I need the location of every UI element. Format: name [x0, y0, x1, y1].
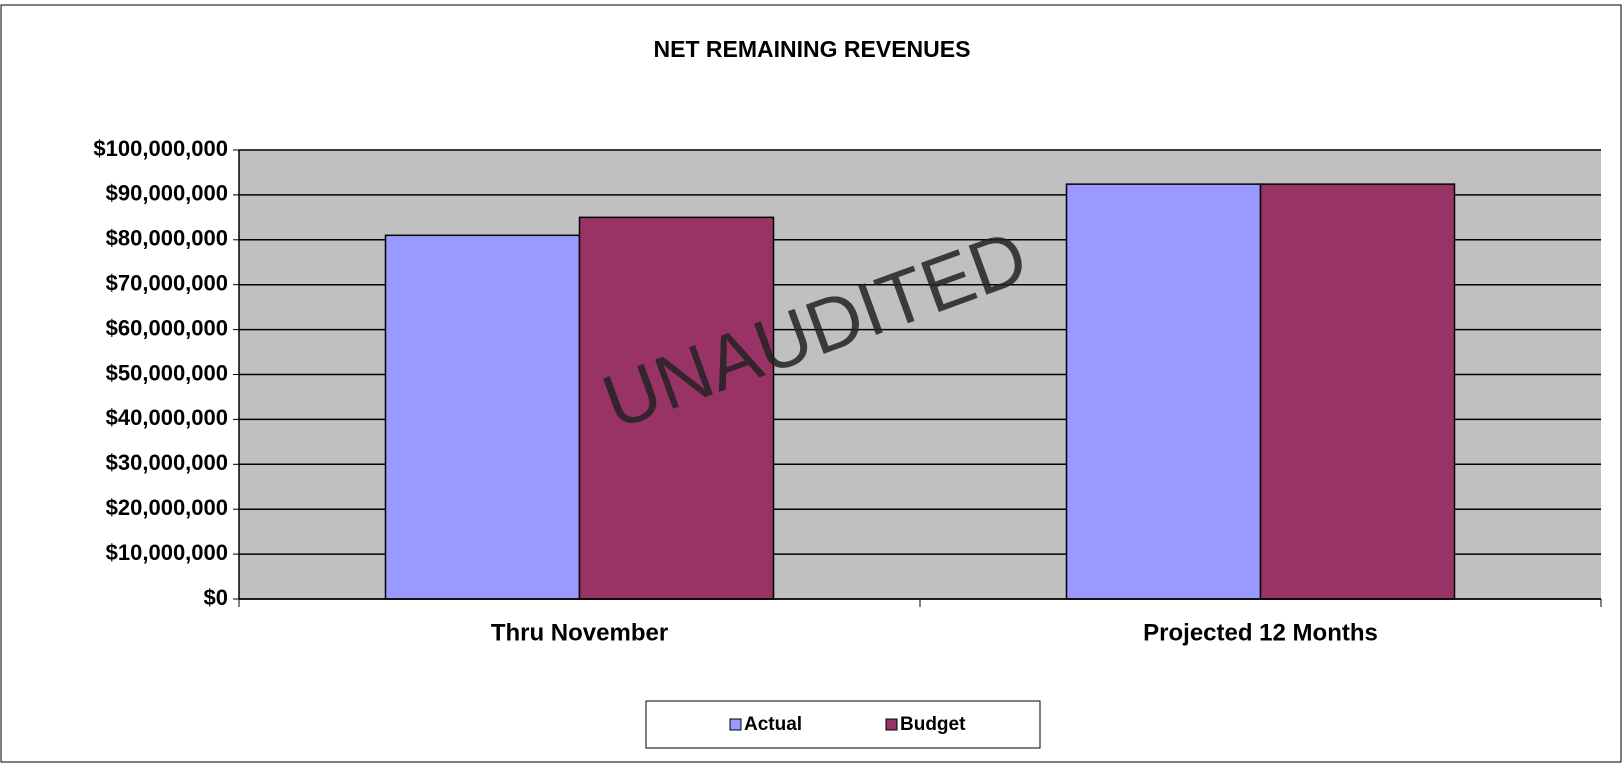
y-tick-label: $100,000,000 [93, 136, 228, 161]
y-tick-label: $20,000,000 [106, 495, 228, 520]
x-tick-label: Projected 12 Months [1143, 619, 1378, 646]
y-tick-label: $30,000,000 [106, 450, 228, 475]
y-tick-label: $10,000,000 [106, 540, 228, 565]
legend-label: Actual [744, 714, 802, 735]
y-tick-label: $60,000,000 [106, 315, 228, 340]
legend-box [645, 700, 1041, 749]
y-tick-label: $40,000,000 [106, 405, 228, 430]
y-tick-label: $90,000,000 [106, 181, 228, 206]
y-tick-label: $0 [204, 585, 228, 610]
y-tick-label: $70,000,000 [106, 271, 228, 296]
legend-swatch [885, 718, 898, 731]
bar [1259, 183, 1456, 600]
y-tick-label: $50,000,000 [106, 360, 228, 385]
y-tick-label: $80,000,000 [106, 226, 228, 251]
legend-swatch [729, 718, 742, 731]
legend-label: Budget [900, 714, 966, 735]
bar [578, 216, 775, 600]
x-tick-label: Thru November [491, 619, 668, 646]
chart-title: NET REMAINING REVENUES [654, 36, 971, 62]
bar [1065, 183, 1262, 600]
bar [384, 234, 581, 600]
